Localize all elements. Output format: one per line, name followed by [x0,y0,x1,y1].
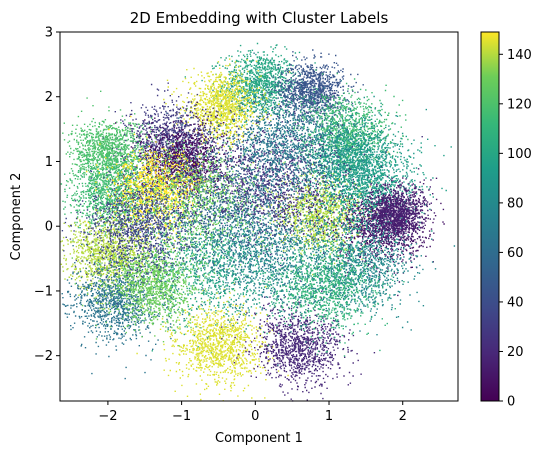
y-tick-label: −2 [34,349,53,364]
colorbar-tick-label: 100 [507,147,532,162]
scatter-point-group [71,107,290,347]
scatter-point-group [61,159,214,305]
x-tick-label: −2 [98,409,117,424]
colorbar-tick-label: 80 [507,196,524,211]
y-tick-label: 2 [45,90,53,105]
scatter-point-group [284,95,429,215]
scatter-point-group [221,280,376,402]
scatter-point-group [280,193,456,336]
colorbar-tick-label: 120 [507,97,532,112]
colorbar [480,31,500,402]
plot-frame [59,31,459,402]
scatter-points [60,42,456,402]
colorbar-tick-label: 20 [507,345,524,360]
colorbar-ticks: 0 20 40 60 80 100 120 140 [499,48,532,410]
y-tick-label: 1 [45,155,53,170]
x-tick-label: 2 [399,409,407,424]
scatter-point-group [60,151,413,310]
scatter-point-group [345,168,445,250]
scatter-point-group [282,102,452,264]
y-tick-label: −1 [34,284,53,299]
x-axis-ticks: −2 −1 0 1 2 [98,401,407,424]
scatter-point-group [147,92,423,277]
scatter-point-group [243,208,405,357]
colorbar-tick-label: 40 [507,295,524,310]
colorbar-tick-label: 140 [507,48,532,63]
scatter-point-group [61,242,184,380]
scatter-point-group [258,49,364,133]
y-tick-label: 0 [45,220,53,235]
scatter-point-group [115,101,245,227]
scatter-point-group [90,82,245,212]
scatter-point-group [90,111,344,306]
colorbar-tick-label: 0 [507,395,515,410]
x-axis-label: Component 1 [215,431,303,446]
chart-title: 2D Embedding with Cluster Labels [130,9,389,27]
x-tick-label: 1 [325,409,333,424]
scatter-point-group [118,138,393,366]
x-tick-label: 0 [251,409,259,424]
y-axis-ticks: −2 −1 0 1 2 3 [34,26,60,364]
colorbar-tick-label: 60 [507,246,524,261]
scatter-point-group [136,58,291,402]
x-tick-label: −1 [172,409,191,424]
y-tick-label: 3 [45,26,53,41]
y-axis-label: Component 2 [9,173,24,261]
